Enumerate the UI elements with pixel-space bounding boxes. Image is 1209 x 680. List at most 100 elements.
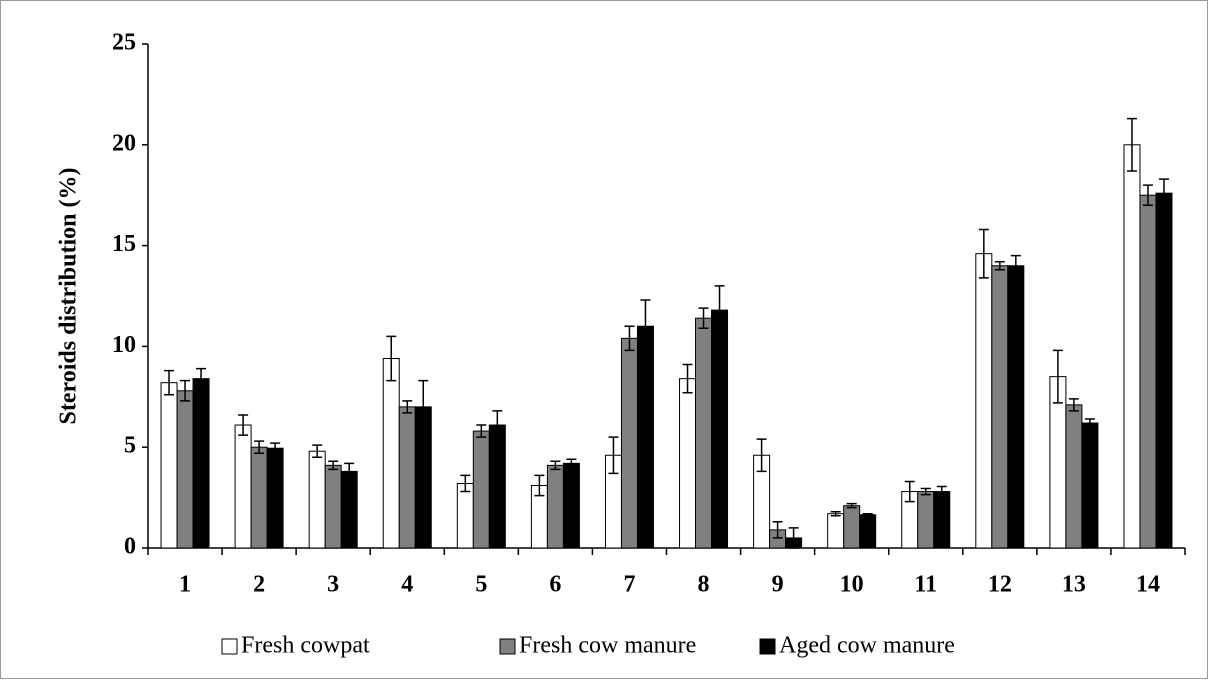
legend-swatch xyxy=(221,638,238,655)
bar xyxy=(827,513,845,549)
legend-label: Aged cow manure xyxy=(779,633,955,659)
bar xyxy=(250,446,268,549)
bar xyxy=(176,390,194,549)
x-tick-label: 1 xyxy=(179,572,191,598)
legend-swatch xyxy=(759,638,776,655)
error-bar xyxy=(344,462,355,481)
bar xyxy=(398,406,416,549)
error-bar xyxy=(1068,398,1079,412)
y-tick-label: 5 xyxy=(124,433,136,459)
bar xyxy=(562,462,580,549)
error-bar xyxy=(608,436,619,475)
x-tick-label: 13 xyxy=(1062,572,1086,598)
error-bar xyxy=(830,510,841,517)
error-bar xyxy=(904,480,915,503)
bar xyxy=(324,464,342,549)
error-bar xyxy=(386,335,397,382)
bar xyxy=(160,382,178,549)
x-tick-label: 6 xyxy=(549,572,561,598)
y-tick-label: 25 xyxy=(112,30,136,56)
y-tick-label: 20 xyxy=(112,130,136,156)
error-bar xyxy=(772,521,783,539)
error-bar xyxy=(846,502,857,509)
error-bar xyxy=(460,474,471,493)
error-bar xyxy=(640,299,651,354)
error-bar xyxy=(402,400,413,414)
bar xyxy=(382,357,400,549)
y-tick-label: 0 xyxy=(124,534,136,560)
error-bar xyxy=(566,458,577,469)
x-tick-label: 12 xyxy=(988,572,1012,598)
bar xyxy=(695,317,713,549)
legend-label: Fresh cow manure xyxy=(519,633,696,659)
x-tick-label: 9 xyxy=(772,572,784,598)
x-tick-label: 7 xyxy=(623,572,635,598)
bar xyxy=(546,464,564,549)
y-tick-label: 10 xyxy=(112,332,136,358)
error-bar xyxy=(788,527,799,549)
bar xyxy=(991,265,1009,549)
error-bar xyxy=(1142,184,1153,207)
legend-label: Fresh cowpat xyxy=(241,633,370,659)
error-bar xyxy=(862,512,873,517)
error-bar xyxy=(180,379,191,402)
error-bar xyxy=(714,285,725,336)
bar xyxy=(679,378,697,549)
x-tick-label: 4 xyxy=(401,572,413,598)
bar xyxy=(1065,404,1083,549)
x-tick-label: 3 xyxy=(327,572,339,598)
y-tick-label: 15 xyxy=(112,231,136,257)
bar xyxy=(1155,192,1173,549)
error-bar xyxy=(476,424,487,438)
x-tick-label: 5 xyxy=(475,572,487,598)
bar xyxy=(234,424,252,549)
x-tick-label: 11 xyxy=(914,572,937,598)
bar xyxy=(1081,422,1099,549)
error-bar xyxy=(492,410,503,440)
bar xyxy=(843,505,861,549)
bar xyxy=(917,491,935,549)
error-bar xyxy=(418,379,429,434)
error-bar xyxy=(312,444,323,459)
bar xyxy=(636,325,654,549)
error-bar xyxy=(534,474,545,497)
bar xyxy=(1007,265,1025,549)
error-bar xyxy=(920,487,931,496)
error-bar xyxy=(1052,349,1063,404)
x-tick-label: 14 xyxy=(1136,572,1160,598)
error-bar xyxy=(164,369,175,396)
bar xyxy=(488,424,506,549)
error-bar xyxy=(682,363,693,394)
error-bar xyxy=(978,228,989,279)
bar xyxy=(308,450,326,549)
error-bar xyxy=(238,414,249,436)
bar xyxy=(620,337,638,549)
x-tick-label: 8 xyxy=(698,572,710,598)
error-bar xyxy=(698,307,709,330)
error-bar xyxy=(196,367,207,390)
bar xyxy=(472,430,490,549)
bar xyxy=(1123,144,1141,549)
error-bar xyxy=(270,442,281,454)
error-bar xyxy=(1158,178,1169,209)
x-tick-label: 10 xyxy=(840,572,864,598)
error-bar xyxy=(328,460,339,471)
error-bar xyxy=(936,485,947,498)
bar xyxy=(975,253,993,549)
error-bar xyxy=(756,438,767,473)
legend-swatch xyxy=(499,638,516,655)
bar xyxy=(711,309,729,549)
error-bar xyxy=(254,440,265,454)
error-bar xyxy=(1126,117,1137,172)
bar xyxy=(933,491,951,549)
x-tick-label: 2 xyxy=(253,572,265,598)
error-bar xyxy=(1084,418,1095,428)
y-axis-label: Steroids distribution (%) xyxy=(56,168,82,425)
error-bar xyxy=(550,460,561,471)
bar xyxy=(340,470,358,549)
bar xyxy=(266,447,284,549)
error-bar xyxy=(624,325,635,352)
bar xyxy=(192,378,210,549)
error-bar xyxy=(994,260,1005,271)
